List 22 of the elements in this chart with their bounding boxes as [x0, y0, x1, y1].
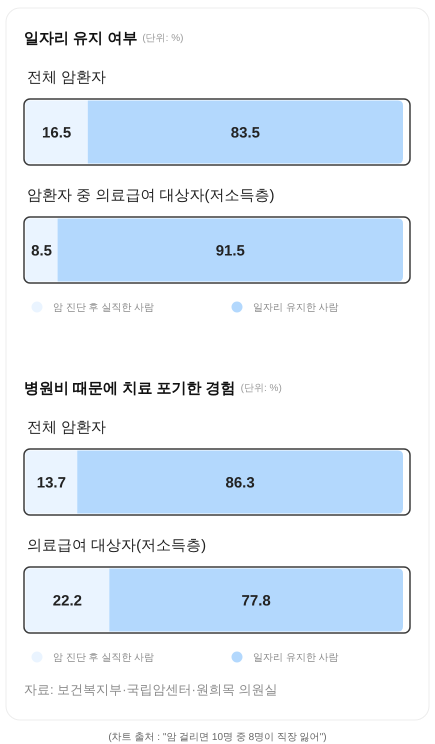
legend-label: 암 진단 후 실직한 사람 [53, 302, 154, 314]
legend-label: 일자리 유지한 사람 [253, 302, 339, 314]
legend-label: 일자리 유지한 사람 [253, 652, 339, 664]
data-label: 16.5 [42, 124, 72, 142]
y-tick-label: 의료급여 대상자(저소득층) [27, 537, 206, 554]
data-label: 86.3 [226, 474, 255, 492]
y-tick-label: 전체 암환자 [27, 419, 106, 436]
y-tick-label: 전체 암환자 [27, 69, 106, 86]
data-label: 22.2 [52, 592, 82, 610]
y-tick-label: 암환자 중 의료급여 대상자(저소득층) [27, 187, 274, 204]
data-label: 77.8 [242, 592, 271, 610]
data-label: 91.5 [216, 242, 245, 260]
text: (단위: %) [240, 383, 282, 394]
text: 일자리 유지 여부 [24, 30, 138, 47]
data-label: 8.5 [31, 242, 52, 260]
data-label: 13.7 [36, 474, 66, 492]
text: (차트 출처 : "암 걸리면 10명 중 8명이 직장 잃어") [108, 732, 327, 743]
text: 자료: 보건복지부·국립암센터·원희목 의원실 [24, 682, 278, 697]
data-label: 83.5 [230, 124, 260, 142]
text: (단위: %) [142, 33, 184, 44]
legend-label: 암 진단 후 실직한 사람 [53, 652, 154, 664]
text: 병원비 때문에 치료 포기한 경험 [24, 380, 236, 397]
